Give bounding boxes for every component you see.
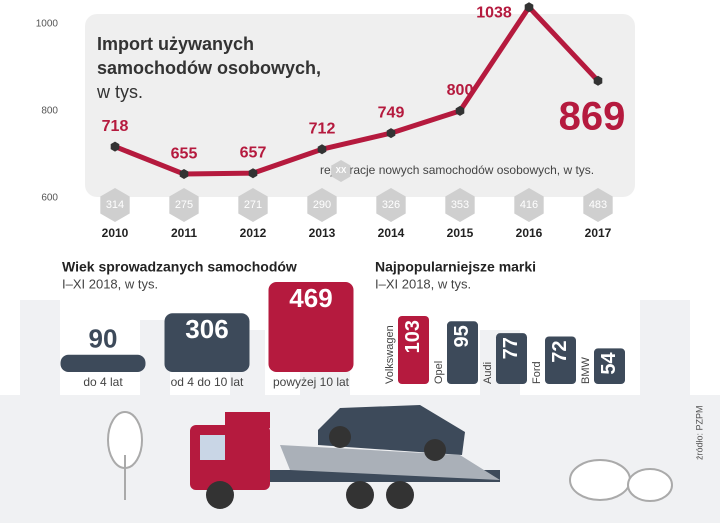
x-tick-label: Ford — [531, 361, 543, 384]
chart-title: Wiek sprowadzanych samochodów — [62, 259, 297, 275]
value-label: 77 — [500, 337, 522, 359]
legend-swatch — [331, 160, 351, 182]
x-tick-label: Audi — [482, 362, 494, 384]
x-tick-label: 2011 — [171, 226, 197, 240]
bar — [496, 333, 527, 384]
hexagon-label: 314 — [106, 199, 124, 211]
y-tick-label: 1000 — [36, 18, 59, 29]
point — [110, 141, 120, 152]
tree — [107, 411, 673, 502]
x-tick-label: do 4 lat — [83, 375, 123, 389]
value-label: 800 — [447, 82, 474, 99]
x-tick-label: 2017 — [585, 226, 612, 240]
point — [317, 144, 327, 155]
legend-sample: XX — [336, 166, 347, 175]
hexagon — [307, 188, 337, 222]
x-tick-label: 2012 — [240, 226, 267, 240]
hexagon — [169, 188, 199, 222]
value-label: 869 — [559, 94, 626, 138]
point — [248, 168, 258, 179]
hexagon — [514, 188, 544, 222]
chart-title: Import używanych samochodów osobowych, w… — [97, 32, 322, 104]
x-tick-label: 2010 — [102, 226, 129, 240]
value-label: 95 — [451, 325, 473, 347]
hexagon-label: 353 — [451, 199, 469, 211]
x-tick-label: 2013 — [309, 226, 336, 240]
y-tick-label: 800 — [41, 106, 58, 117]
hexagon-label: 326 — [382, 199, 400, 211]
value-label: 718 — [102, 118, 129, 135]
value-label: 469 — [289, 283, 332, 313]
value-label: 657 — [240, 144, 267, 161]
hexagon — [376, 188, 406, 222]
value-label: 90 — [89, 324, 118, 354]
hexagon-label: 290 — [313, 199, 331, 211]
hexagon — [100, 188, 130, 222]
hexagon — [238, 188, 268, 222]
chart-subtitle: I–XI 2018, w tys. — [375, 276, 471, 291]
bar — [545, 336, 576, 384]
hexagon-label: 483 — [589, 199, 607, 211]
bar — [447, 321, 478, 384]
value-label: 103 — [402, 320, 424, 353]
x-tick-label: 2015 — [447, 226, 474, 240]
point — [524, 2, 534, 13]
value-label: 712 — [309, 120, 336, 137]
hexagon — [583, 188, 613, 222]
x-tick-label: Opel — [433, 361, 445, 384]
chart-title: Najpopularniejsze marki — [375, 259, 536, 275]
hexagon-label: 275 — [175, 199, 193, 211]
hexagon-label: 416 — [520, 199, 538, 211]
bar — [268, 282, 354, 372]
x-tick-label: BMW — [580, 357, 592, 385]
value-label: 655 — [171, 145, 198, 162]
x-tick-label: od 4 do 10 lat — [171, 375, 244, 389]
x-tick-label: Volkswagen — [384, 325, 396, 384]
value-label: 54 — [598, 351, 620, 374]
title-unit: w tys. — [97, 82, 144, 102]
plot-background — [85, 14, 635, 197]
point — [455, 105, 465, 116]
point — [179, 169, 189, 179]
legend-label: rejestracje nowych samochodów osobowych,… — [320, 163, 594, 177]
value-label: 1038 — [476, 4, 512, 21]
x-tick-label: 2014 — [378, 226, 405, 240]
line — [114, 4, 600, 177]
y-tick-label: 600 — [41, 193, 58, 204]
chart-subtitle: I–XI 2018, w tys. — [62, 276, 158, 291]
value-label: 72 — [549, 340, 571, 362]
bar — [60, 354, 146, 372]
point — [386, 128, 396, 139]
bar — [164, 313, 250, 372]
value-label: 306 — [185, 314, 228, 344]
point — [593, 75, 603, 86]
hexagon-label: 271 — [244, 199, 262, 211]
bar — [398, 316, 429, 384]
x-tick-label: 2016 — [516, 226, 543, 240]
x-tick-label: powyżej 10 lat — [273, 375, 350, 389]
value-label: 749 — [378, 104, 405, 121]
title-text: Import używanych samochodów osobowych, — [97, 34, 322, 78]
truck — [190, 405, 500, 509]
bar — [594, 348, 625, 384]
source: źródło: PZPM — [694, 405, 704, 460]
hexagon — [445, 188, 475, 222]
